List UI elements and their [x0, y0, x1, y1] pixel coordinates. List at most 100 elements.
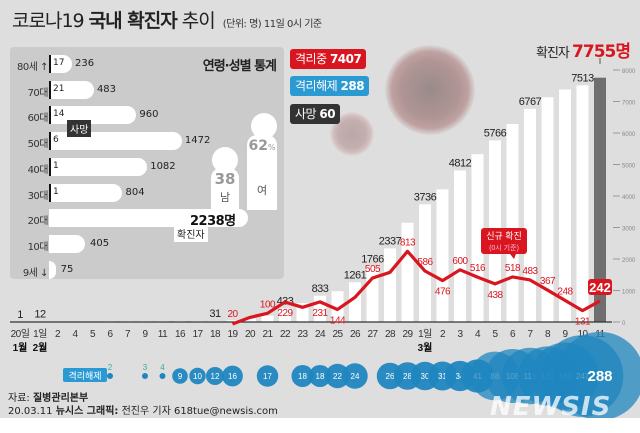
female-percent-unit: % [267, 143, 276, 152]
age-cases: 483 [96, 83, 117, 95]
x-tick-label: 19 [227, 329, 238, 340]
y-tick-label: 1000 [622, 290, 636, 296]
release-bubble-label: 28 [403, 372, 412, 381]
age-bar [49, 157, 148, 176]
credit-line: 20.03.11 뉴시스 그래픽: 전진우 기자 618tue@newsis.c… [8, 402, 278, 417]
callout-pointer [510, 254, 516, 259]
legend-released: 격리해제 288 [290, 76, 370, 96]
month-label: 2월 [33, 342, 48, 354]
y-tick-label: 0 [622, 321, 626, 327]
bar [524, 108, 536, 322]
new-cases-label: 231 [312, 308, 328, 319]
age-label: 60대 [27, 113, 49, 125]
release-bubble-label: 24 [351, 372, 360, 381]
new-cases-label: 131 [575, 317, 591, 328]
release-bubble-label: 2 [108, 363, 113, 372]
new-cases-label: 20 [227, 309, 238, 320]
release-bubble-label: 9 [178, 372, 183, 381]
new-cases-label: 248 [557, 286, 573, 297]
release-bubble-label: 31 [438, 372, 447, 381]
legend-isolated: 격리중 7407 [290, 49, 367, 69]
bar [279, 308, 291, 322]
source-line: 자료: 질병관리본부 [8, 389, 88, 404]
release-bubble [325, 363, 350, 389]
new-cases-line [231, 249, 601, 326]
legend-deaths: 사망 60 [290, 104, 341, 124]
release-bubble [142, 373, 148, 379]
x-tick-label: 4 [72, 329, 78, 340]
bar [261, 315, 274, 322]
footer-credit: 전진우 기자 618tue@newsis.com [121, 406, 278, 417]
new-cases-label: 516 [470, 263, 486, 274]
release-bubble-label: 10 [193, 372, 202, 381]
age-cases: 804 [125, 186, 145, 198]
title-unit: (단위: 명) 11일 0시 기준 [222, 19, 322, 30]
new-cases-label: 100 [260, 299, 276, 310]
y-tick-label: 8000 [622, 69, 636, 75]
male-percent: 38 [214, 170, 236, 188]
release-bubble [256, 365, 279, 387]
x-tick-label: 10 [577, 329, 588, 340]
confirmed-callout: 확진자 [174, 225, 208, 242]
x-tick-label: 9 [142, 329, 148, 340]
virus-illustration [385, 45, 475, 135]
newsis-watermark: NEWSIS [490, 392, 612, 418]
infographic: 코로나19 국내 확진자 추이 (단위: 명) 11일 0시 기준 0 1000 2… [0, 0, 640, 418]
age-label: 80세 ↑ [17, 62, 48, 73]
y-tick-label: 3000 [622, 227, 636, 233]
age-row: 10대 405 [10, 234, 280, 253]
age-row: 70대 21 483 [10, 80, 280, 99]
x-tick-label: 5 [90, 329, 96, 340]
release-bubble [222, 365, 243, 387]
bar-label: 1 [17, 309, 23, 321]
age-bar [49, 183, 123, 202]
bar-label: 833 [312, 283, 329, 295]
release-bubble [342, 363, 368, 389]
age-deaths: 1 [53, 160, 59, 171]
x-tick-label: 20 [245, 329, 256, 340]
release-bubble-label: 16 [228, 372, 237, 381]
source-name: 질병관리본부 [32, 393, 89, 404]
x-tick-label: 27 [367, 329, 378, 340]
bar-label: 1766 [361, 253, 384, 265]
legend-released-value: 288 [340, 79, 365, 93]
bar [541, 97, 554, 323]
bar [436, 189, 449, 322]
release-bubble [172, 368, 188, 384]
age-deaths: 14 [53, 109, 65, 120]
legend-deaths-value: 60 [319, 107, 336, 121]
x-tick-label: 11 [158, 329, 168, 340]
release-bubble [291, 364, 314, 388]
bar-label: 3736 [414, 191, 437, 203]
month-label: 3월 [418, 342, 433, 354]
title-tail: 추이 [181, 10, 216, 32]
release-bubble-label: 18 [316, 372, 325, 381]
age-label: 50대 [27, 139, 49, 151]
bar [226, 320, 239, 322]
new-cases-label: 438 [487, 290, 503, 301]
x-tick-label: 18 [210, 329, 221, 340]
x-tick-label: 2 [55, 329, 61, 340]
male-figure-body: 38 남 [211, 168, 239, 210]
bar-label: 12 [34, 309, 46, 321]
age-row: 20대 2238명 [10, 209, 280, 229]
release-bubble-label: 26 [386, 372, 395, 381]
new-cases-label: 476 [435, 287, 451, 298]
age-cases: 960 [139, 109, 159, 121]
age-cases: 75 [60, 263, 74, 275]
release-bubble [308, 364, 332, 388]
bar [331, 291, 344, 322]
age-label: 9세 ↓ [22, 267, 49, 279]
bar-label: 5766 [484, 127, 507, 139]
total-value: 7755명 [572, 42, 631, 62]
x-tick-label: 29 [402, 329, 413, 340]
age-bar [49, 106, 137, 125]
new-cases-callout [481, 228, 527, 254]
bar [401, 222, 414, 322]
release-bubble-label: 288 [587, 368, 612, 385]
new-cases-callout-sub: (0시 기준) [489, 243, 519, 252]
chart-title: 코로나19 국내 확진자 추이 (단위: 명) 11일 0시 기준 [12, 6, 322, 33]
bar-label: 31 [209, 308, 221, 320]
female-label: 여 [256, 184, 268, 197]
legend-isolated-label: 격리중 [295, 52, 327, 66]
